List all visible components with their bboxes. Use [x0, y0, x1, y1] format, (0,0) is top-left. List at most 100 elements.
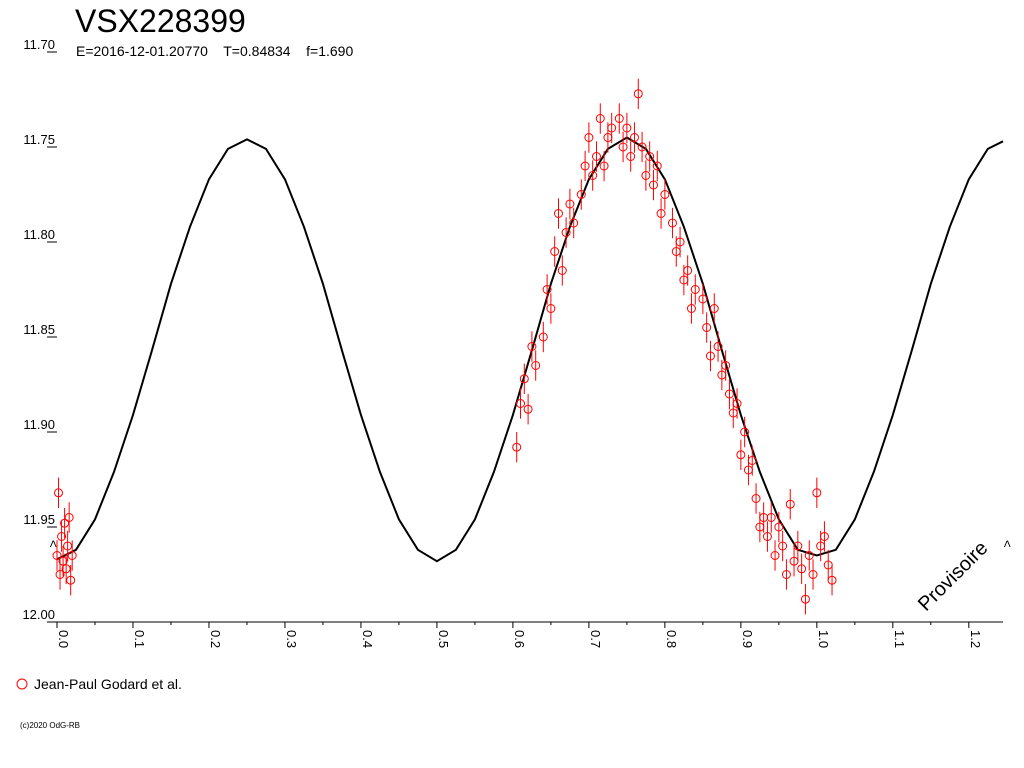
- data-point: [724, 389, 734, 399]
- data-point: [652, 161, 662, 171]
- y-tick-label: 11.80: [23, 227, 55, 242]
- x-tick-label: 0.9: [740, 630, 755, 648]
- data-point: [569, 218, 579, 228]
- data-point: [607, 123, 617, 133]
- data-point: [774, 522, 784, 532]
- data-point: [740, 427, 750, 437]
- data-point: [57, 532, 67, 541]
- annotation: Provisoire: [914, 537, 992, 615]
- y-tick-label: 11.95: [23, 512, 55, 527]
- data-point: [557, 266, 567, 275]
- data-point: [618, 142, 628, 152]
- x-tick-label: 0.3: [284, 630, 299, 648]
- data-point: [736, 450, 746, 460]
- data-point: [785, 499, 795, 509]
- data-point: [793, 541, 803, 551]
- data-point: [599, 161, 609, 171]
- data-point: [709, 304, 719, 313]
- data-point: [614, 114, 624, 123]
- data-point: [523, 404, 533, 414]
- data-point: [629, 133, 639, 142]
- x-tick-label: 1.1: [892, 630, 907, 648]
- legend-marker: [16, 678, 28, 690]
- data-point: [645, 152, 655, 161]
- data-point: [576, 190, 586, 199]
- x-tick-label: 0.6: [512, 630, 527, 648]
- x-tick-label: 0.8: [664, 630, 679, 648]
- chart-title: VSX228399: [75, 3, 246, 39]
- data-point: [762, 532, 772, 541]
- data-point: [751, 494, 761, 503]
- data-point: [656, 209, 666, 218]
- data-point: [66, 575, 76, 585]
- data-point: [641, 171, 651, 180]
- data-point: [622, 123, 632, 133]
- data-point: [595, 114, 605, 123]
- fit-curve: [56, 136, 1004, 563]
- data-point: [527, 342, 537, 351]
- data-point: [819, 532, 829, 541]
- data-point: [61, 564, 71, 574]
- right-marker: <: [1000, 540, 1015, 548]
- data-point: [565, 199, 575, 209]
- x-tick-label: 1.0: [816, 630, 831, 648]
- data-point: [67, 551, 77, 560]
- y-tick-label: 11.75: [23, 132, 55, 147]
- data-point: [781, 570, 791, 579]
- data-point: [721, 361, 731, 370]
- data-point: [827, 575, 837, 585]
- data-point: [808, 570, 818, 579]
- data-point: [64, 513, 74, 522]
- y-tick-label: 11.90: [23, 417, 55, 432]
- data-point: [766, 513, 776, 522]
- data-point: [58, 556, 68, 566]
- legend-label: Jean-Paul Godard et al.: [34, 676, 182, 692]
- x-tick-label: 1.2: [968, 630, 983, 648]
- y-tick-label: 11.70: [23, 37, 55, 52]
- data-point: [52, 551, 62, 560]
- data-point: [553, 209, 563, 218]
- data-point: [591, 152, 601, 161]
- data-point: [531, 361, 541, 370]
- data-point: [705, 351, 715, 361]
- data-point: [550, 247, 560, 256]
- data-point: [686, 304, 696, 313]
- data-point: [804, 551, 814, 560]
- data-point: [702, 323, 712, 332]
- left-marker: <: [46, 540, 61, 548]
- data-point: [698, 294, 708, 304]
- data-point: [660, 190, 670, 199]
- data-point: [580, 161, 590, 171]
- x-tick-label: 0.0: [56, 630, 71, 648]
- x-tick-label: 0.1: [132, 630, 147, 648]
- data-point: [690, 285, 700, 294]
- data-point: [800, 594, 810, 604]
- data-point: [675, 237, 685, 247]
- x-tick-label: 0.5: [436, 630, 451, 648]
- data-point: [542, 285, 552, 294]
- x-tick-label: 0.4: [360, 630, 375, 648]
- data-point: [812, 488, 822, 498]
- chart-subtitle: E=2016-12-01.20770 T=0.84834 f=1.690: [76, 43, 353, 59]
- data-point: [683, 266, 693, 275]
- data-point: [588, 171, 598, 180]
- data-point: [770, 551, 780, 560]
- data-point: [546, 304, 556, 313]
- data-point: [561, 228, 571, 237]
- data-point: [516, 399, 526, 408]
- x-tick-label: 0.2: [208, 630, 223, 648]
- data-point: [60, 518, 70, 528]
- data-point: [637, 142, 647, 152]
- data-point: [633, 89, 643, 99]
- y-tick-label: 12.00: [22, 607, 55, 622]
- data-point: [713, 342, 723, 351]
- data-point: [538, 332, 548, 342]
- data-point: [584, 133, 594, 142]
- y-tick-label: 11.85: [23, 322, 55, 337]
- data-point: [732, 399, 742, 408]
- data-point: [54, 488, 64, 498]
- data-point: [519, 374, 529, 384]
- data-point: [747, 456, 757, 465]
- data-point: [55, 570, 65, 579]
